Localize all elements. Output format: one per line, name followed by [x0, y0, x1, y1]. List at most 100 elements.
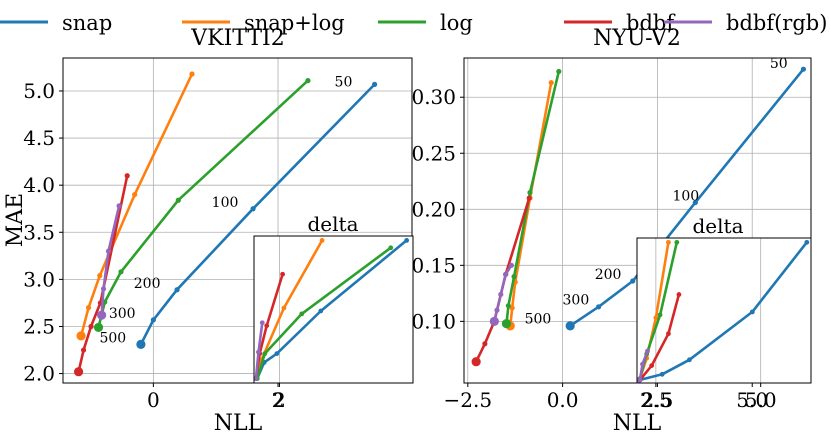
inset-frame: [253, 235, 414, 384]
point-annotation: 100: [212, 195, 239, 211]
data-point: [250, 206, 256, 212]
data-point: [526, 195, 532, 201]
data-point: [645, 348, 650, 354]
inset-vkitti-main: 2 delta: [253, 212, 414, 412]
data-point: [132, 191, 138, 198]
data-point: [653, 315, 659, 321]
y-tick-label: 0.20: [411, 197, 456, 221]
legend-entry-snap-log: snap+log: [182, 11, 345, 35]
point-annotation: 50: [770, 56, 788, 72]
legend-entry-log: log: [378, 11, 473, 35]
y-tick-label: 0.10: [411, 309, 456, 333]
data-point: [118, 269, 124, 275]
inset-x-tick-label: 2.5: [640, 388, 672, 412]
data-point: [136, 339, 146, 349]
x-axis-label: NLL: [214, 411, 263, 436]
data-point: [388, 245, 394, 251]
data-point: [511, 273, 517, 280]
data-point: [256, 349, 261, 355]
data-point: [274, 351, 280, 356]
nyu-main-series-bdbf: [471, 195, 532, 367]
data-point: [489, 316, 499, 326]
plot-area: [471, 66, 807, 367]
x-tick-label: 2.5: [642, 388, 674, 412]
y-tick-label: 4.0: [23, 173, 55, 197]
x-axis-label: NLL: [613, 411, 662, 436]
inset-title: delta: [308, 212, 359, 236]
data-point: [262, 351, 268, 356]
data-point: [676, 292, 682, 297]
chart-nyu-main: −2.5 0.0 2.5 5.0 0.10 0.15 0.20 0.25 0.30 50 100 20…: [411, 26, 812, 436]
legend-label: snap+log: [244, 11, 345, 35]
data-point: [73, 367, 84, 377]
data-point: [85, 305, 92, 311]
data-point: [264, 323, 270, 329]
y-tick-label: 3.5: [23, 220, 55, 244]
inset-title: delta: [693, 214, 744, 238]
data-point: [281, 305, 287, 311]
data-point: [804, 239, 810, 245]
vkitti-main-series-bdbf: [73, 173, 130, 377]
data-point: [494, 307, 500, 313]
data-point: [254, 376, 259, 381]
data-point: [498, 291, 504, 298]
data-point: [687, 357, 692, 363]
data-point: [116, 203, 122, 209]
data-point: [299, 311, 305, 317]
data-point: [666, 331, 671, 337]
data-point: [189, 71, 195, 77]
y-tick-label: 2.5: [23, 314, 55, 338]
series-line: [474, 197, 531, 363]
inset-nyu-main: 2.5 5.0 delta: [636, 214, 812, 412]
point-annotation: 100: [672, 188, 699, 204]
point-annotation: 200: [134, 276, 161, 292]
data-point: [505, 303, 511, 309]
nyu-main-series-log: [501, 68, 562, 329]
legend: snap snap+log log bdbf bdbf(rgb): [0, 11, 827, 35]
data-point: [97, 273, 103, 279]
grid: [63, 58, 412, 383]
nyu-main-inset-series-bdbf-rgb-: [637, 348, 650, 383]
data-point: [527, 189, 533, 196]
point-annotation: 500: [99, 330, 126, 346]
legend-entry-bdbf-rgb-: bdbf(rgb): [664, 11, 827, 35]
data-point: [501, 319, 512, 329]
y-tick-label: 0.25: [411, 141, 456, 165]
series-line: [255, 246, 392, 379]
vkitti-main-series-snap-log: [76, 71, 195, 341]
inset-frame: [636, 237, 812, 384]
data-point: [674, 239, 680, 245]
data-point: [76, 331, 86, 341]
vkitti-main-series-bdbf-rgb-: [97, 203, 122, 320]
data-point: [649, 363, 655, 368]
data-point: [630, 278, 636, 284]
data-point: [509, 305, 515, 311]
data-point: [124, 173, 130, 179]
inset-background: [637, 238, 811, 383]
data-point: [372, 81, 378, 87]
inset-x-tick-label: 5.0: [745, 388, 777, 412]
x-tick-label: 2: [272, 388, 285, 412]
data-point: [404, 238, 410, 243]
y-tick-label: 3.0: [23, 267, 55, 291]
data-point: [800, 66, 807, 72]
legend-label: log: [440, 11, 473, 35]
nyu-main-series-snap: [565, 66, 807, 331]
y-tick-label: 4.5: [23, 126, 55, 150]
data-point: [97, 310, 107, 320]
data-point: [80, 347, 87, 353]
y-tick-label: 0.30: [411, 85, 456, 109]
y-tick-label: 5.0: [23, 79, 55, 103]
data-point: [503, 271, 509, 277]
data-point: [280, 271, 286, 277]
data-point: [692, 199, 698, 206]
data-point: [640, 361, 645, 367]
vkitti-main-series-snap: [136, 81, 378, 349]
data-point: [565, 321, 575, 331]
nyu-main-series-bdbf-rgb-: [489, 262, 515, 326]
legend-label: bdbf(rgb): [726, 11, 827, 35]
legend-label: snap: [62, 11, 112, 35]
inset-plot-area: [254, 238, 410, 381]
